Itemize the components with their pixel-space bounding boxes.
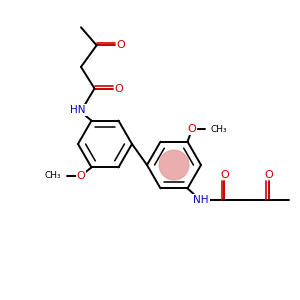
Text: O: O	[264, 169, 273, 180]
Text: O: O	[188, 124, 196, 134]
Text: HN: HN	[70, 105, 86, 115]
Text: CH₃: CH₃	[45, 171, 61, 180]
Text: O: O	[115, 83, 124, 94]
Text: O: O	[220, 169, 229, 180]
Text: CH₃: CH₃	[211, 124, 227, 134]
Text: NH: NH	[193, 195, 209, 205]
Text: O: O	[117, 40, 126, 50]
Text: O: O	[76, 171, 85, 181]
Circle shape	[159, 150, 189, 180]
